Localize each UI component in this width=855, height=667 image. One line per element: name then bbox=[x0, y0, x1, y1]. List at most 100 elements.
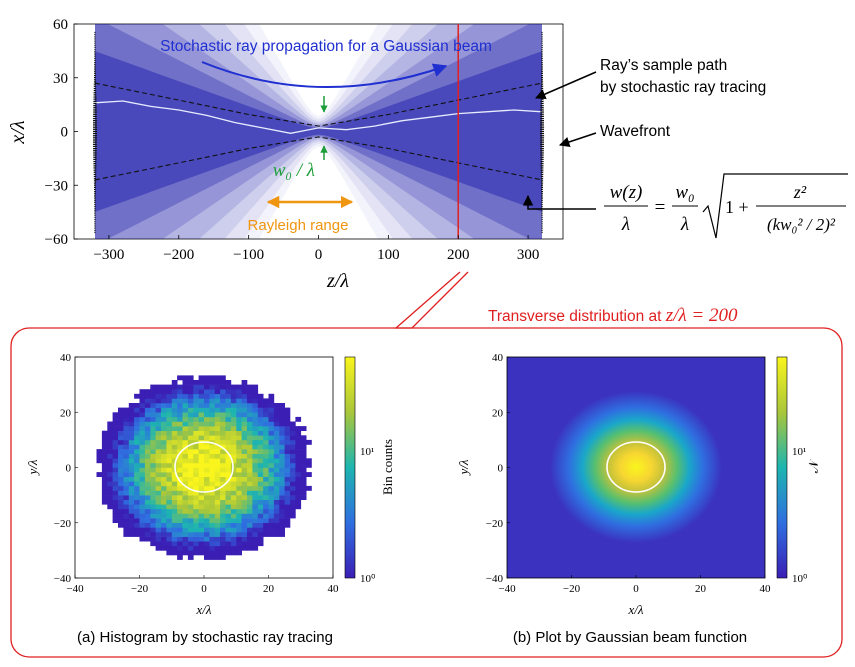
hist-bin bbox=[187, 426, 194, 431]
hist-bin bbox=[279, 476, 285, 482]
hist-bin bbox=[134, 495, 140, 500]
hist-bin bbox=[230, 398, 237, 404]
contour-b bbox=[606, 441, 666, 493]
hist-bin bbox=[193, 462, 199, 468]
hist-bin bbox=[123, 476, 130, 482]
hist-bin bbox=[150, 522, 156, 528]
hist-bin bbox=[290, 462, 296, 468]
wavefront-dot bbox=[93, 171, 97, 173]
hist-bin bbox=[177, 416, 183, 422]
hist-bin bbox=[182, 522, 189, 528]
hist-bin bbox=[193, 393, 199, 399]
sample-path-label-1: Ray’s sample path bbox=[600, 57, 727, 74]
hist-bin bbox=[209, 449, 216, 454]
hist-bin bbox=[247, 458, 253, 464]
top-x-tick-label: −100 bbox=[233, 247, 264, 263]
hist-bin bbox=[177, 504, 183, 510]
hist-bin bbox=[198, 518, 205, 523]
hist-bin bbox=[128, 439, 135, 445]
hist-bin bbox=[252, 430, 259, 436]
hist-bin bbox=[257, 527, 264, 533]
x-tick-label: 0 bbox=[201, 583, 207, 595]
hist-bin bbox=[144, 485, 151, 491]
hist-bin bbox=[198, 398, 205, 404]
hist-bin bbox=[193, 407, 199, 413]
hist-bin bbox=[268, 444, 275, 450]
hist-bin bbox=[225, 527, 232, 533]
hist-bin bbox=[198, 495, 205, 500]
hist-bin bbox=[128, 426, 135, 431]
wavefront-right bbox=[540, 31, 545, 234]
wavefront-dot bbox=[94, 57, 96, 59]
hist-bin bbox=[263, 495, 269, 500]
wavefront-dot bbox=[540, 117, 544, 120]
hist-bin bbox=[144, 435, 151, 441]
hist-bin bbox=[155, 499, 162, 505]
hist-bin bbox=[225, 481, 232, 487]
hist-bin bbox=[101, 453, 108, 459]
hist-bin bbox=[155, 485, 162, 491]
hist-bin bbox=[225, 467, 232, 473]
hist-bin bbox=[128, 416, 135, 422]
hist-bin bbox=[209, 407, 216, 413]
hist-bin bbox=[241, 518, 248, 523]
hist-bin bbox=[198, 416, 205, 422]
hist-bin bbox=[252, 389, 259, 395]
hist-bin bbox=[139, 403, 146, 408]
hist-bin bbox=[161, 444, 167, 450]
hist-bin bbox=[241, 380, 248, 385]
hist-bin bbox=[290, 430, 296, 436]
hist-bin bbox=[209, 398, 216, 404]
hist-bin bbox=[225, 407, 232, 413]
hist-bin bbox=[241, 435, 248, 441]
wavefront-dot bbox=[94, 72, 96, 74]
wavefront-dot bbox=[541, 68, 543, 70]
hist-bin bbox=[204, 472, 210, 477]
hist-bin bbox=[134, 499, 140, 505]
hist-bin bbox=[209, 462, 216, 468]
hist-bin bbox=[177, 485, 183, 491]
hist-bin bbox=[263, 532, 269, 537]
hist-bin bbox=[177, 545, 183, 551]
hist-bin bbox=[193, 453, 199, 459]
formula-sqrt bbox=[702, 173, 848, 239]
hist-bin bbox=[107, 426, 113, 431]
caption-a: (a) Histogram by stochastic ray tracing bbox=[77, 629, 333, 646]
hist-bin bbox=[150, 416, 156, 422]
hist-bin bbox=[204, 444, 210, 450]
hist-bin bbox=[204, 518, 210, 523]
hist-bin bbox=[241, 467, 248, 473]
hist-bin bbox=[193, 389, 199, 395]
formula-lambda-1: λ bbox=[621, 214, 630, 235]
hist-bin bbox=[134, 476, 140, 482]
hist-bin bbox=[118, 476, 124, 482]
hist-bin bbox=[220, 449, 226, 454]
hist-bin bbox=[139, 504, 146, 510]
hist-bin bbox=[247, 490, 253, 496]
hist-bin bbox=[107, 476, 113, 482]
hist-bin bbox=[107, 499, 113, 505]
hist-bin bbox=[273, 495, 280, 500]
hist-bin bbox=[107, 467, 113, 473]
hist-bin bbox=[182, 449, 189, 454]
hist-bin bbox=[166, 476, 173, 482]
hist-bin bbox=[187, 462, 194, 468]
wavefront-dot bbox=[93, 165, 97, 167]
hist-bin bbox=[193, 467, 199, 473]
hist-bin bbox=[118, 472, 124, 477]
hist-bin bbox=[155, 398, 162, 404]
hist-bin bbox=[214, 458, 221, 464]
hist-bin bbox=[139, 490, 146, 496]
wavefront-dot bbox=[540, 122, 544, 124]
wavefront-dot bbox=[93, 148, 97, 150]
wavefront-dot bbox=[93, 167, 97, 169]
hist-bin bbox=[187, 541, 194, 547]
wavefront-dot bbox=[540, 98, 544, 100]
wavefront-dot bbox=[541, 214, 543, 216]
hist-bin bbox=[306, 458, 312, 464]
wavefront-dot bbox=[94, 227, 96, 229]
wavefront-dot bbox=[540, 102, 544, 105]
hist-bin bbox=[171, 472, 178, 477]
hist-bin bbox=[101, 476, 108, 482]
